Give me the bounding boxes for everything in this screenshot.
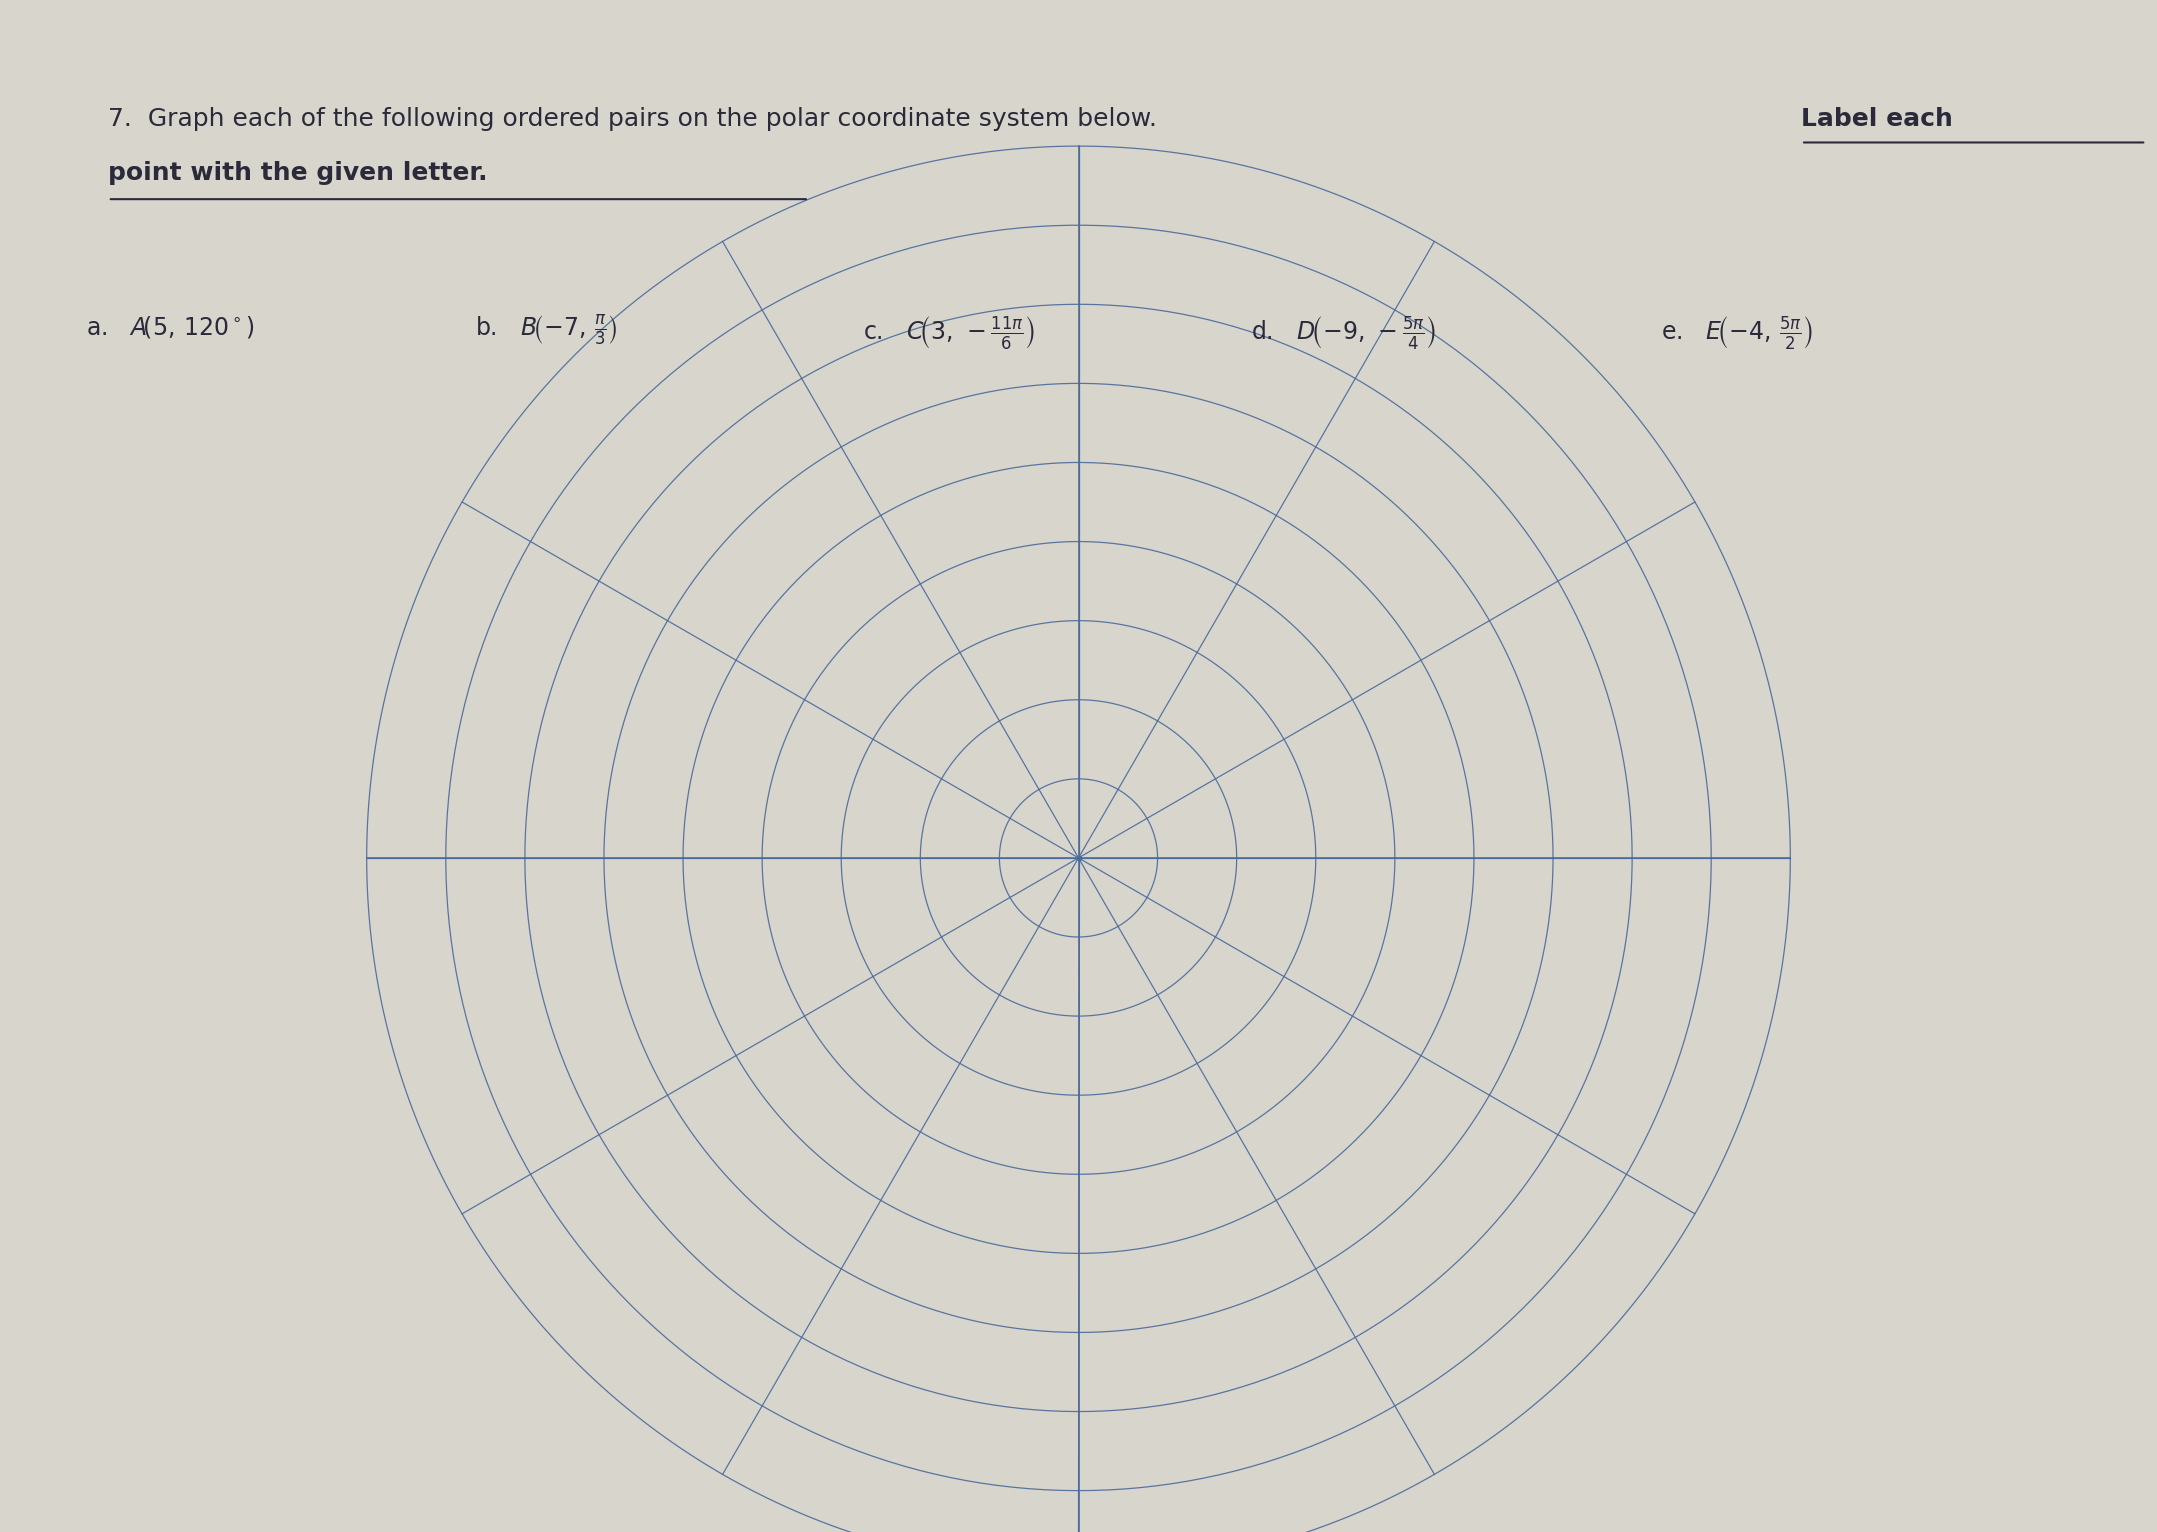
Text: e.   $E\!\left(-4,\,\frac{5\pi}{2}\right)$: e. $E\!\left(-4,\,\frac{5\pi}{2}\right)$ <box>1661 314 1814 351</box>
Text: a.   $A\!\left(5,\,120^\circ\right)$: a. $A\!\left(5,\,120^\circ\right)$ <box>86 314 255 340</box>
Text: c.   $C\!\left(3,\,-\frac{11\pi}{6}\right)$: c. $C\!\left(3,\,-\frac{11\pi}{6}\right)… <box>863 314 1035 351</box>
Text: d.   $D\!\left(-9,\,-\frac{5\pi}{4}\right)$: d. $D\!\left(-9,\,-\frac{5\pi}{4}\right)… <box>1251 314 1437 351</box>
Text: b.   $B\!\left(-7,\,\frac{\pi}{3}\right)$: b. $B\!\left(-7,\,\frac{\pi}{3}\right)$ <box>475 314 617 348</box>
Text: Label each: Label each <box>1801 107 1952 132</box>
Text: point with the given letter.: point with the given letter. <box>108 161 487 185</box>
Text: 7.  Graph each of the following ordered pairs on the polar coordinate system bel: 7. Graph each of the following ordered p… <box>108 107 1173 132</box>
